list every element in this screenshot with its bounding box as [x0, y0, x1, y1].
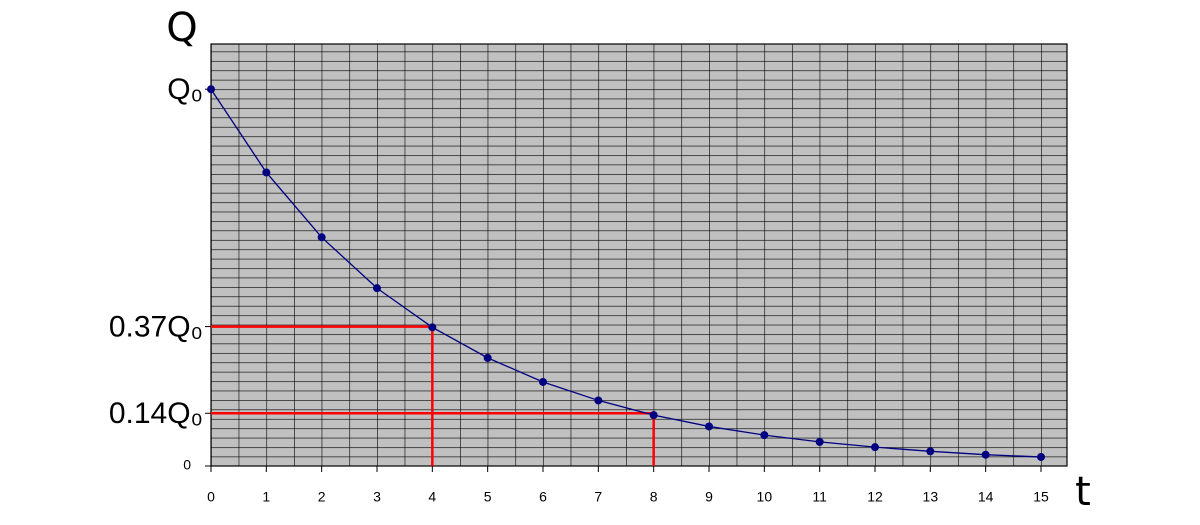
x-tick-label: 13	[923, 489, 939, 505]
x-tick-label: 6	[539, 489, 547, 505]
x-tick-label: 4	[428, 489, 436, 505]
data-point	[428, 323, 437, 332]
x-tick-label: 14	[978, 489, 994, 505]
data-point	[981, 450, 990, 459]
y-axis-label: Q	[166, 5, 197, 51]
series-line	[210, 88, 1042, 458]
x-tick-label: 9	[705, 489, 713, 505]
data-point	[815, 437, 824, 446]
data-point	[483, 353, 492, 362]
x-tick-label: 2	[318, 489, 326, 505]
y-tick-label: 0.14Q₀	[109, 397, 203, 430]
plot-border	[210, 43, 1068, 467]
data-point	[207, 85, 215, 94]
y-tick-label: 0.37Q₀	[109, 311, 203, 344]
data-point	[760, 431, 769, 440]
x-tick-label: 15	[1033, 489, 1049, 505]
data-point	[704, 422, 713, 431]
data-point	[926, 447, 935, 456]
y-tick-label: Q₀	[167, 73, 203, 106]
data-point	[538, 377, 547, 386]
x-tick-label: 10	[757, 489, 773, 505]
x-tick-label: 0	[207, 489, 215, 505]
x-axis-label: t	[1075, 469, 1091, 515]
data-point	[594, 396, 603, 405]
x-tick-label: 11	[812, 489, 827, 505]
x-tick-label: 12	[867, 489, 883, 505]
data-point	[649, 411, 658, 420]
x-tick-label: 5	[484, 489, 492, 505]
y-tick-label: 0	[183, 457, 191, 473]
data-point	[372, 284, 381, 293]
data-point	[262, 168, 271, 177]
data-point	[1036, 452, 1045, 461]
data-point	[317, 233, 326, 242]
data-point	[870, 443, 879, 452]
x-tick-label: 8	[650, 489, 658, 505]
x-tick-label: 7	[594, 489, 602, 505]
x-tick-label: 1	[262, 489, 270, 505]
grid	[211, 44, 1067, 466]
x-tick-label: 3	[373, 489, 381, 505]
